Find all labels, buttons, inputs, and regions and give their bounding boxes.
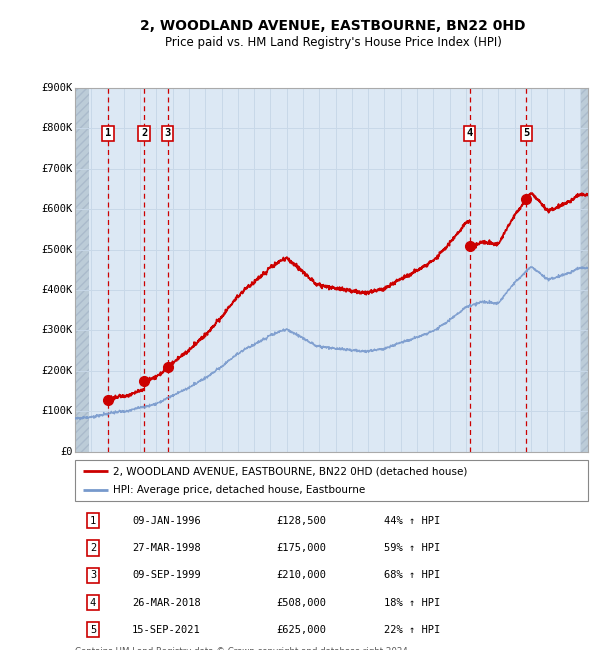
Text: £600K: £600K — [41, 204, 73, 214]
Text: 18% ↑ HPI: 18% ↑ HPI — [384, 597, 440, 608]
Bar — [75, 88, 89, 452]
Text: £900K: £900K — [41, 83, 73, 93]
Bar — [580, 88, 588, 452]
Text: 2021: 2021 — [515, 461, 524, 481]
Text: £625,000: £625,000 — [276, 625, 326, 635]
FancyBboxPatch shape — [75, 460, 588, 500]
Text: 27-MAR-1998: 27-MAR-1998 — [132, 543, 201, 553]
Text: 2: 2 — [141, 128, 147, 138]
Text: £128,500: £128,500 — [276, 515, 326, 526]
Text: 68% ↑ HPI: 68% ↑ HPI — [384, 570, 440, 580]
Text: 2009: 2009 — [319, 461, 328, 481]
Text: 1994: 1994 — [75, 461, 84, 481]
Text: £0: £0 — [60, 447, 73, 457]
Text: £500K: £500K — [41, 244, 73, 255]
Text: 3: 3 — [90, 570, 96, 580]
Text: 4: 4 — [467, 128, 473, 138]
Text: 44% ↑ HPI: 44% ↑ HPI — [384, 515, 440, 526]
Text: 2008: 2008 — [303, 461, 312, 481]
Text: 2010: 2010 — [335, 461, 344, 481]
Text: 2, WOODLAND AVENUE, EASTBOURNE, BN22 0HD: 2, WOODLAND AVENUE, EASTBOURNE, BN22 0HD — [140, 19, 526, 33]
Text: 2: 2 — [90, 543, 96, 553]
Text: 1995: 1995 — [91, 461, 100, 481]
Text: £400K: £400K — [41, 285, 73, 295]
Text: 2020: 2020 — [499, 461, 508, 481]
Text: £508,000: £508,000 — [276, 597, 326, 608]
Text: 2002: 2002 — [205, 461, 214, 481]
Text: 2007: 2007 — [287, 461, 296, 481]
Text: 2025: 2025 — [580, 461, 589, 481]
Text: 2012: 2012 — [368, 461, 377, 481]
Text: 2018: 2018 — [466, 461, 475, 481]
Text: 5: 5 — [90, 625, 96, 635]
Text: 2013: 2013 — [385, 461, 394, 481]
Text: 1999: 1999 — [157, 461, 166, 481]
Text: £800K: £800K — [41, 124, 73, 133]
Text: 4: 4 — [90, 597, 96, 608]
Text: 2000: 2000 — [173, 461, 182, 481]
Text: 1: 1 — [105, 128, 111, 138]
Text: 2004: 2004 — [238, 461, 247, 481]
Text: 2024: 2024 — [563, 461, 572, 481]
Text: 1998: 1998 — [140, 461, 149, 481]
Text: £100K: £100K — [41, 406, 73, 416]
Text: £300K: £300K — [41, 326, 73, 335]
Text: 2015: 2015 — [417, 461, 426, 481]
Text: 26-MAR-2018: 26-MAR-2018 — [132, 597, 201, 608]
Text: £175,000: £175,000 — [276, 543, 326, 553]
Text: 2023: 2023 — [547, 461, 556, 481]
Text: £200K: £200K — [41, 366, 73, 376]
Text: 2014: 2014 — [401, 461, 410, 481]
Text: 2017: 2017 — [449, 461, 458, 481]
Text: 2003: 2003 — [221, 461, 230, 481]
Text: 1: 1 — [90, 515, 96, 526]
Text: 1996: 1996 — [107, 461, 116, 481]
Text: 09-JAN-1996: 09-JAN-1996 — [132, 515, 201, 526]
Text: 1997: 1997 — [124, 461, 133, 481]
Text: 59% ↑ HPI: 59% ↑ HPI — [384, 543, 440, 553]
Text: 15-SEP-2021: 15-SEP-2021 — [132, 625, 201, 635]
Text: 2019: 2019 — [482, 461, 491, 481]
Text: 09-SEP-1999: 09-SEP-1999 — [132, 570, 201, 580]
Text: 3: 3 — [164, 128, 171, 138]
Text: 2, WOODLAND AVENUE, EASTBOURNE, BN22 0HD (detached house): 2, WOODLAND AVENUE, EASTBOURNE, BN22 0HD… — [113, 466, 468, 476]
Text: 2005: 2005 — [254, 461, 263, 481]
Text: 2006: 2006 — [271, 461, 280, 481]
Text: Price paid vs. HM Land Registry's House Price Index (HPI): Price paid vs. HM Land Registry's House … — [164, 36, 502, 49]
Text: 2011: 2011 — [352, 461, 361, 481]
Text: 5: 5 — [523, 128, 529, 138]
Text: 2001: 2001 — [189, 461, 198, 481]
Text: HPI: Average price, detached house, Eastbourne: HPI: Average price, detached house, East… — [113, 485, 366, 495]
Text: Contains HM Land Registry data © Crown copyright and database right 2024.: Contains HM Land Registry data © Crown c… — [75, 647, 410, 650]
Text: 22% ↑ HPI: 22% ↑ HPI — [384, 625, 440, 635]
Text: 2022: 2022 — [531, 461, 540, 481]
Text: 2016: 2016 — [433, 461, 442, 481]
Text: £210,000: £210,000 — [276, 570, 326, 580]
Text: £700K: £700K — [41, 164, 73, 174]
